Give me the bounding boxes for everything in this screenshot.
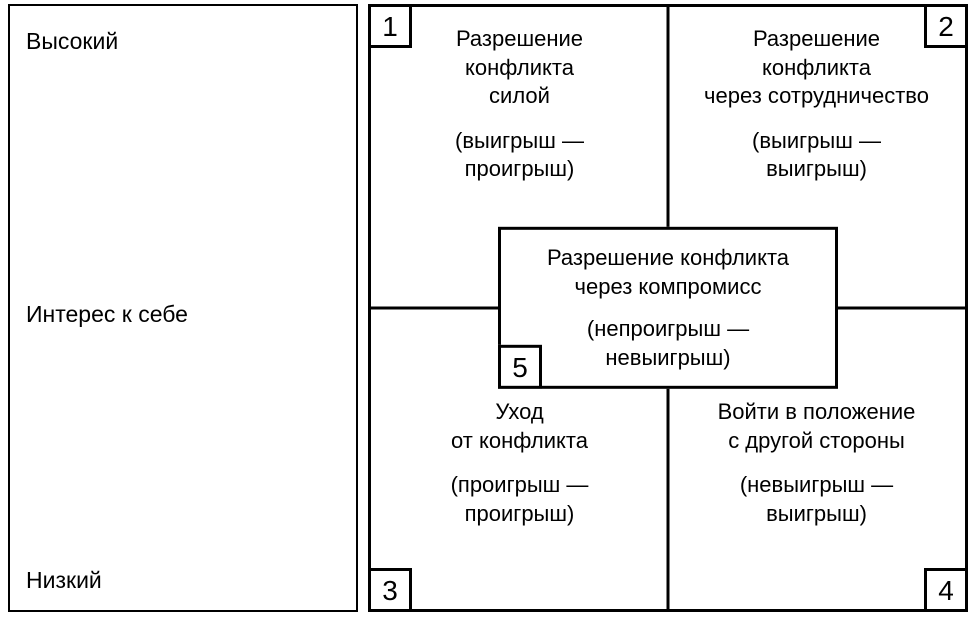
text-line: выигрыш) — [766, 501, 867, 526]
quadrant-number-2: 2 — [924, 4, 968, 48]
text-line: через компромисс — [575, 273, 762, 298]
text-line: (выигрыш — — [455, 128, 584, 153]
text-line: от конфликта — [451, 428, 588, 453]
diagram-root: Высокий Интерес к себе Низкий 1 Разрешен… — [0, 0, 976, 622]
quadrant-1-title: Разрешение конфликта силой — [383, 25, 656, 111]
text-line: конфликта — [465, 55, 574, 80]
quadrant-1-outcome: (выигрыш — проигрыш) — [383, 127, 656, 184]
text-line: Разрешение — [753, 26, 880, 51]
axis-label-mid: Интерес к себе — [26, 301, 188, 328]
center-title: Разрешение конфликта через компромисс — [511, 244, 825, 301]
quadrant-number-3: 3 — [368, 568, 412, 612]
text-line: (непроигрыш — — [587, 316, 749, 341]
y-axis-panel: Высокий Интерес к себе Низкий — [8, 4, 358, 612]
text-line: выигрыш) — [766, 156, 867, 181]
conflict-matrix: 1 Разрешение конфликта силой (выигрыш — … — [368, 4, 968, 612]
text-line: Уход — [495, 399, 543, 424]
quadrant-2-outcome: (выигрыш — выигрыш) — [680, 127, 953, 184]
quadrant-number-4: 4 — [924, 568, 968, 612]
quadrant-3-title: Уход от конфликта — [383, 398, 656, 455]
text-line: Разрешение конфликта — [547, 245, 789, 270]
text-line: (проигрыш — — [451, 472, 589, 497]
text-line: проигрыш) — [465, 501, 575, 526]
text-line: Разрешение — [456, 26, 583, 51]
text-line: Войти в положение — [718, 399, 916, 424]
text-line: силой — [489, 83, 550, 108]
text-line: (невыигрыш — — [740, 472, 893, 497]
text-line: (выигрыш — — [752, 128, 881, 153]
text-line: через сотрудничество — [704, 83, 929, 108]
text-line: конфликта — [762, 55, 871, 80]
text-line: невыигрыш) — [605, 345, 730, 370]
quadrant-4-outcome: (невыигрыш — выигрыш) — [680, 471, 953, 528]
quadrant-2-title: Разрешение конфликта через сотрудничеств… — [680, 25, 953, 111]
text-line: с другой стороны — [728, 428, 905, 453]
axis-label-low: Низкий — [26, 567, 102, 594]
quadrant-3-outcome: (проигрыш — проигрыш) — [383, 471, 656, 528]
axis-label-high: Высокий — [26, 28, 118, 55]
center-number-5: 5 — [498, 345, 542, 389]
quadrant-4-title: Войти в положение с другой стороны — [680, 398, 953, 455]
center-outcome: (непроигрыш — невыигрыш) — [511, 315, 825, 372]
quadrant-number-1: 1 — [368, 4, 412, 48]
center-cell-5: 5 Разрешение конфликта через компромисс … — [498, 227, 838, 389]
text-line: проигрыш) — [465, 156, 575, 181]
